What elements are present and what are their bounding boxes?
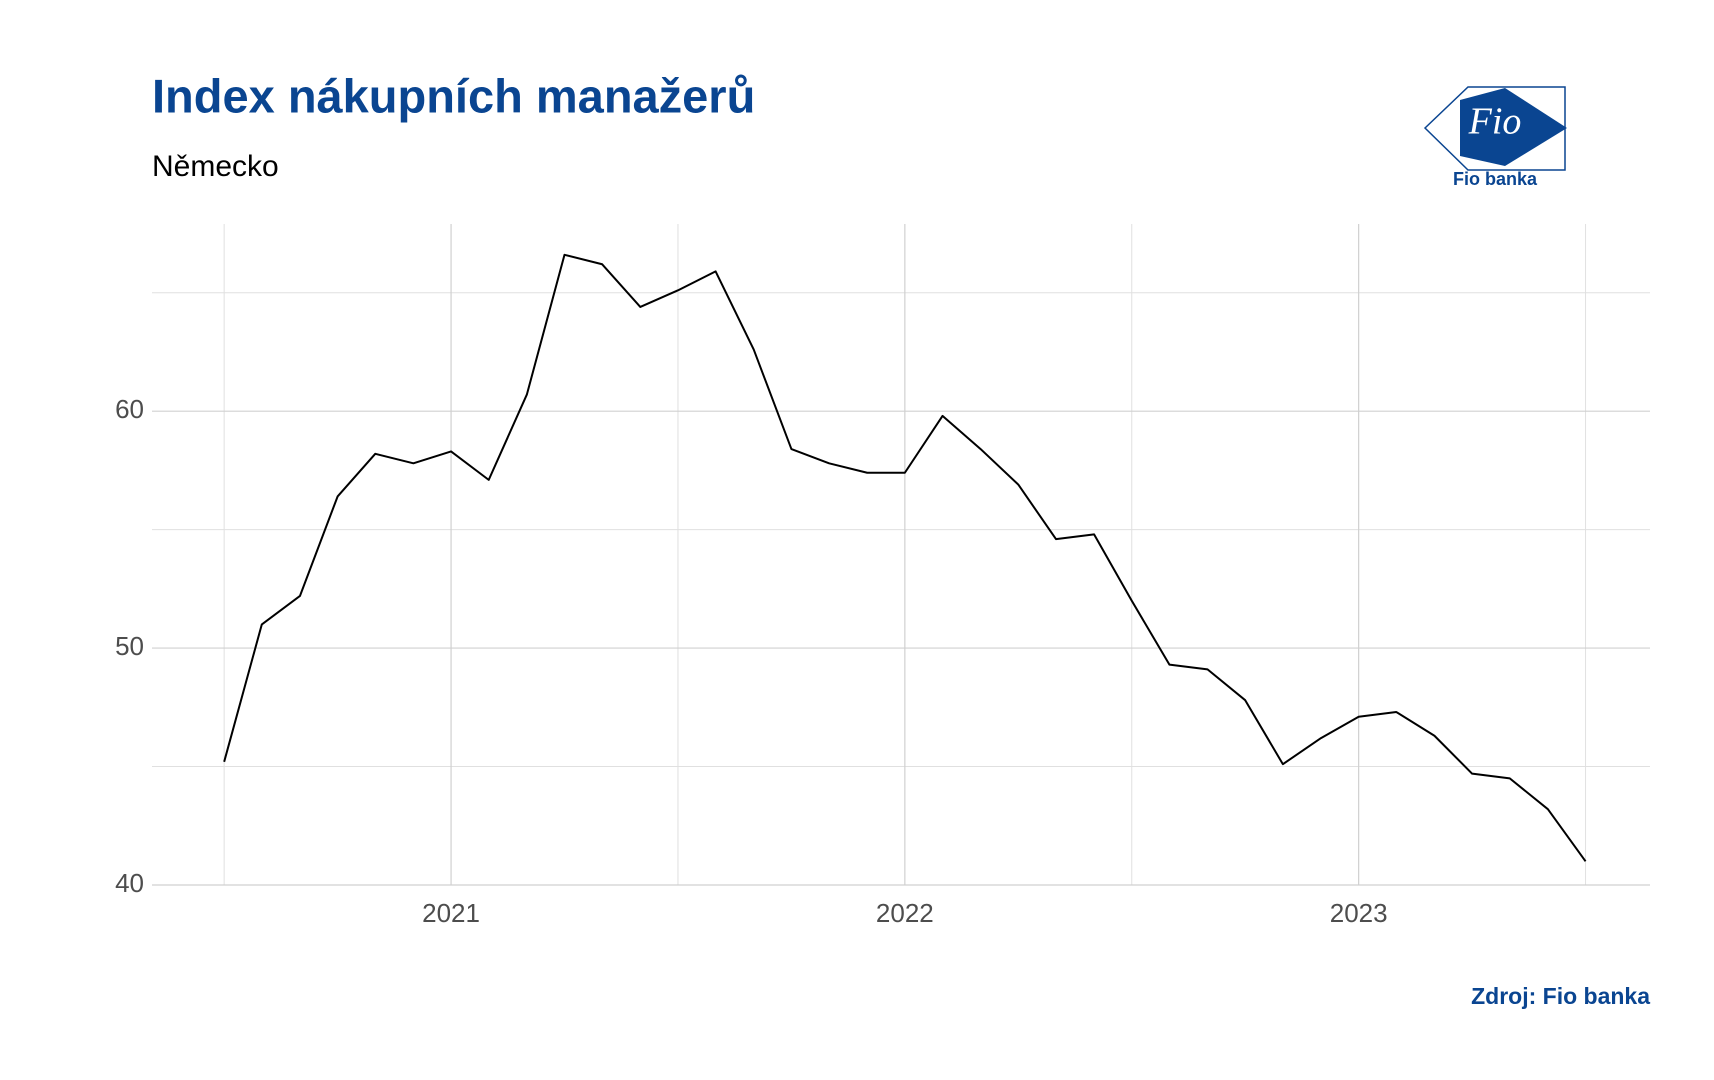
y-tick-label: 50	[115, 631, 144, 661]
chart-subtitle: Německo	[152, 150, 279, 183]
x-tick-label: 2022	[876, 898, 934, 928]
chart-title: Index nákupních manažerů	[152, 69, 755, 122]
x-tick-label: 2023	[1330, 898, 1388, 928]
source: Zdroj: Fio banka	[1471, 983, 1650, 1009]
x-tick-label: 2021	[422, 898, 480, 928]
logo-flag	[1460, 88, 1567, 166]
logo: Fio Fio banka	[1423, 86, 1567, 189]
logo-name: Fio banka	[1453, 169, 1538, 189]
y-tick-label: 40	[115, 868, 144, 898]
logo-mark: Fio	[1468, 101, 1522, 143]
line	[223, 253, 1587, 862]
y-tick-label: 60	[115, 394, 144, 424]
